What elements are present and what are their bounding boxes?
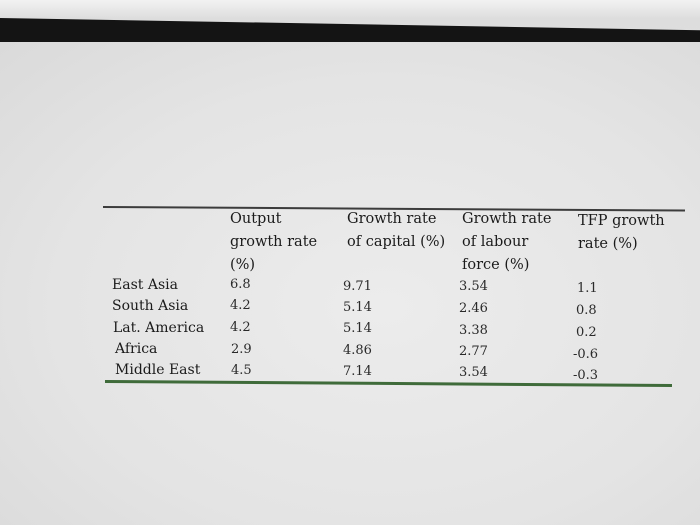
row-tfp: -0.3 [573, 368, 599, 383]
row-capital: 4.86 [343, 343, 372, 358]
row-output: 2.9 [231, 342, 252, 357]
row-labour: 2.77 [459, 344, 488, 359]
row-labour: 3.54 [459, 365, 488, 380]
row-capital: 7.14 [343, 364, 372, 379]
header-tfp-line2: rate (%) [578, 236, 638, 252]
row-output: 4.5 [231, 363, 252, 378]
row-labour: 3.38 [459, 323, 488, 338]
row-region: South Asia [112, 298, 189, 314]
header-labour-line2: of labour [462, 234, 529, 250]
row-region: Middle East [115, 362, 201, 378]
row-region: Africa [115, 341, 158, 357]
header-tfp-line1: TFP growth [578, 213, 665, 229]
row-tfp: 0.2 [576, 325, 597, 340]
row-capital: 5.14 [343, 300, 372, 315]
photo-top-edge [0, 0, 700, 18]
row-capital: 9.71 [343, 279, 372, 294]
row-output: 4.2 [230, 320, 251, 335]
header-labour-line1: Growth rate [462, 211, 552, 227]
row-output: 4.2 [230, 298, 251, 313]
row-labour: 3.54 [459, 279, 488, 294]
header-capital-line1: Growth rate [347, 211, 437, 227]
row-tfp: -0.6 [573, 347, 599, 362]
header-labour-line3: force (%) [462, 257, 530, 273]
row-region: Lat. America [113, 320, 205, 336]
header-capital-line2: of capital (%) [347, 234, 446, 250]
row-tfp: 1.1 [577, 281, 598, 296]
row-region: East Asia [112, 277, 178, 293]
header-output-line1: Output [230, 211, 282, 227]
row-capital: 5.14 [343, 321, 372, 336]
row-output: 6.8 [230, 277, 251, 292]
header-output-line2: growth rate [230, 234, 318, 250]
row-labour: 2.46 [459, 301, 488, 316]
row-tfp: 0.8 [576, 303, 597, 318]
page-sheet [0, 42, 700, 525]
header-output-line3: (%) [230, 257, 256, 273]
